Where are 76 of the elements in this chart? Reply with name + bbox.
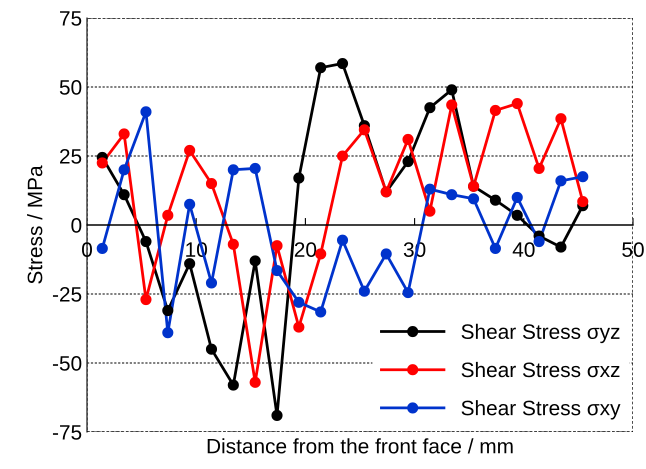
point: [96, 157, 108, 168]
point: [315, 248, 326, 260]
point: [534, 162, 545, 174]
point: [424, 184, 436, 195]
point: [206, 344, 218, 355]
point: [293, 172, 304, 184]
point: [424, 102, 436, 114]
point: [250, 162, 261, 174]
y-tick-label: -25: [52, 287, 82, 302]
point: [228, 380, 239, 391]
point: [162, 305, 174, 316]
x-tick-label: 40: [512, 242, 535, 257]
point: [358, 286, 370, 297]
point: [293, 296, 304, 308]
point: [555, 113, 566, 124]
point: [315, 306, 326, 318]
y-tick-label: 75: [60, 11, 82, 26]
point: [336, 58, 348, 70]
y-tick-label: 25: [60, 149, 82, 164]
point: [118, 189, 130, 200]
point: [118, 164, 130, 176]
point: [402, 287, 414, 298]
x-axis-title: Distance from the front face / mm: [208, 438, 513, 454]
point: [118, 128, 130, 140]
x-tick-label: 20: [294, 242, 316, 257]
y-tick-label: 0: [71, 218, 82, 233]
y-tick-label: -75: [52, 425, 82, 440]
point: [424, 206, 436, 217]
point: [315, 62, 326, 74]
x-tick-label: 50: [622, 242, 644, 257]
point: [336, 234, 348, 246]
point: [446, 189, 458, 200]
point: [555, 175, 566, 186]
point: [402, 134, 414, 145]
point: [184, 198, 196, 210]
point: [512, 192, 523, 203]
point: [228, 238, 239, 250]
point: [184, 258, 196, 270]
point: [358, 124, 370, 136]
point: [380, 248, 392, 260]
y-tick-label: 50: [60, 80, 82, 95]
legend-label: Shear Stress σxy: [462, 400, 620, 420]
point: [512, 98, 523, 110]
point: [446, 99, 458, 110]
point: [446, 84, 458, 96]
point: [577, 171, 588, 182]
point: [577, 196, 588, 208]
point: [534, 236, 545, 248]
point: [271, 240, 283, 252]
point: [140, 236, 152, 248]
legend-label: Shear Stress σyz: [462, 324, 620, 344]
point: [162, 327, 174, 338]
point: [271, 264, 283, 276]
y-tick-label: -50: [52, 356, 82, 371]
point: [184, 144, 196, 156]
legend-label: Shear Stress σxz: [462, 362, 620, 378]
point: [271, 410, 283, 421]
point: [293, 322, 304, 333]
point: [490, 104, 501, 116]
point: [468, 193, 480, 204]
point: [206, 178, 218, 190]
y-axis-title: Stress / MPa: [27, 165, 42, 284]
point: [96, 242, 108, 254]
point: [250, 376, 261, 388]
point: [162, 210, 174, 221]
point: [336, 150, 348, 162]
point: [512, 210, 523, 221]
point: [228, 164, 239, 176]
point: [490, 242, 501, 254]
point: [140, 106, 152, 118]
point: [555, 242, 566, 253]
point: [206, 277, 218, 289]
point: [250, 255, 261, 266]
point: [490, 194, 501, 206]
point: [140, 294, 152, 306]
point: [402, 156, 414, 168]
